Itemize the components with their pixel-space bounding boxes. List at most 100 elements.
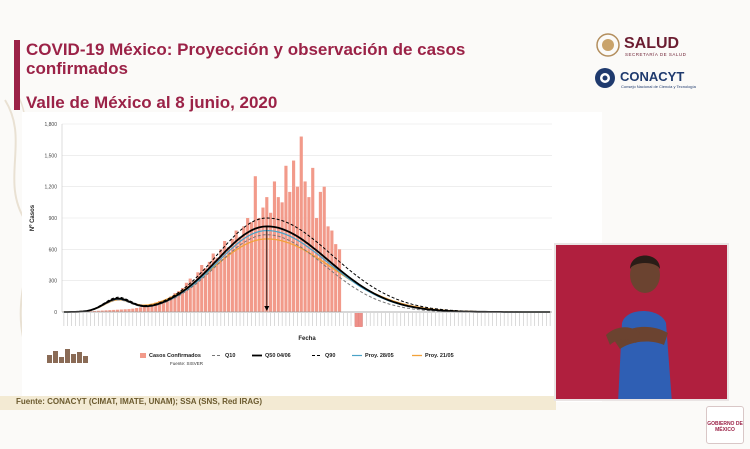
- bar: [337, 249, 342, 312]
- bar: [288, 191, 292, 312]
- legend-swatch: [140, 353, 146, 358]
- bar: [234, 230, 238, 312]
- bar: [253, 176, 257, 312]
- bar: [188, 278, 192, 312]
- y-tick-label: 300: [49, 279, 58, 285]
- legend-label: Q10: [225, 353, 235, 359]
- skyline-building: [65, 349, 70, 363]
- bar: [261, 207, 265, 312]
- bar: [238, 236, 242, 312]
- legend-label: Q50 04/06: [265, 353, 291, 359]
- bar: [177, 291, 181, 312]
- y-tick-label: 1,200: [44, 185, 57, 191]
- eagle-seal-icon: [596, 33, 620, 57]
- skyline-building: [71, 354, 76, 363]
- bar: [276, 197, 280, 312]
- bar: [150, 304, 154, 312]
- bar: [112, 309, 116, 312]
- conacyt-dots-icon: [595, 68, 615, 88]
- bar: [257, 218, 261, 312]
- source-note: Fuente: CONACYT (CIMAT, IMATE, UNAM); SS…: [16, 397, 263, 406]
- bar: [142, 306, 146, 312]
- bar: [158, 301, 162, 312]
- bar: [242, 226, 246, 312]
- skyline-building: [53, 351, 58, 363]
- bar: [184, 282, 188, 312]
- salud-logo-text: SALUD: [624, 35, 680, 52]
- interpreter-figure: [556, 245, 727, 399]
- bar: [146, 305, 150, 312]
- bar: [203, 268, 208, 312]
- y-tick-label: 1,800: [44, 122, 57, 128]
- bar: [89, 311, 93, 312]
- bar: [200, 265, 204, 312]
- conacyt-logo: CONACYT Consejo Nacional de Ciencia y Te…: [594, 66, 704, 92]
- bar: [295, 186, 299, 312]
- bar: [315, 218, 319, 312]
- skyline-building: [47, 355, 52, 363]
- x-axis-title: Fecha: [298, 336, 316, 342]
- bar: [127, 309, 131, 312]
- proy-21-05-line: [63, 238, 551, 313]
- bar: [108, 310, 112, 312]
- bar: [135, 308, 139, 312]
- current-date-highlight: [354, 313, 363, 327]
- bar: [322, 186, 326, 312]
- peak-marker-arrow: [264, 306, 270, 311]
- bar: [269, 212, 273, 312]
- bar: [138, 307, 143, 312]
- bar: [299, 136, 303, 312]
- page-title: COVID-19 México: Proyección y observació…: [26, 40, 466, 78]
- bar: [311, 167, 315, 312]
- bar: [104, 310, 108, 312]
- cases-chart: 0 300 600 900 1,200 1,500 1,800 Nº Casos Fecha C…: [30, 122, 552, 366]
- bar: [96, 310, 100, 312]
- bar: [196, 272, 200, 312]
- bar: [154, 302, 158, 312]
- gobierno-mexico-logo-text: GOBIERNO DE MÉXICO: [707, 421, 743, 433]
- conacyt-logo-subtext: Consejo Nacional de Ciencia y Tecnología: [621, 84, 696, 89]
- legend-label: Proy. 28/05: [365, 353, 394, 359]
- bar: [123, 309, 127, 312]
- bar: [326, 226, 330, 312]
- legend-label: Proy. 21/05: [425, 353, 454, 359]
- salud-logo: SALUD SECRETARÍA DE SALUD: [596, 33, 706, 61]
- y-tick-label: 600: [49, 247, 58, 253]
- page-subtitle: Valle de México al 8 junio, 2020: [26, 93, 278, 112]
- bar: [192, 280, 196, 312]
- bar: [115, 309, 120, 312]
- bar: [223, 240, 227, 312]
- legend-label: Casos Confirmados: [149, 353, 201, 359]
- bar: [307, 197, 311, 312]
- bar: [280, 202, 284, 312]
- bar: [207, 261, 211, 312]
- bar: [181, 287, 185, 312]
- gobierno-mexico-logo: GOBIERNO DE MÉXICO: [706, 406, 744, 444]
- bar: [246, 218, 250, 312]
- chart-source-note: Fuente: SISVER: [170, 361, 204, 366]
- bar: [119, 309, 123, 312]
- title-accent-bar: [14, 40, 20, 110]
- bar: [272, 181, 277, 312]
- skyline-building: [59, 357, 64, 363]
- y-tick-label: 900: [49, 216, 58, 222]
- bar: [249, 222, 254, 312]
- source-bar: [0, 396, 556, 410]
- sign-language-interpreter-video: [554, 243, 729, 401]
- bar: [334, 244, 338, 312]
- bar: [292, 160, 296, 312]
- bar: [165, 300, 169, 312]
- y-tick-label: 0: [54, 310, 57, 316]
- q90-line: [63, 217, 551, 313]
- y-tick-label: 1,500: [44, 153, 57, 159]
- bar: [318, 191, 322, 312]
- legend-label: Q90: [325, 353, 335, 359]
- q50-line: [63, 225, 551, 313]
- skyline-illustration: [47, 349, 88, 363]
- bar: [226, 247, 231, 312]
- bar: [211, 253, 215, 312]
- bar: [161, 302, 166, 312]
- bar: [131, 308, 135, 312]
- bar: [219, 249, 223, 312]
- conacyt-logo-text: CONACYT: [620, 69, 685, 84]
